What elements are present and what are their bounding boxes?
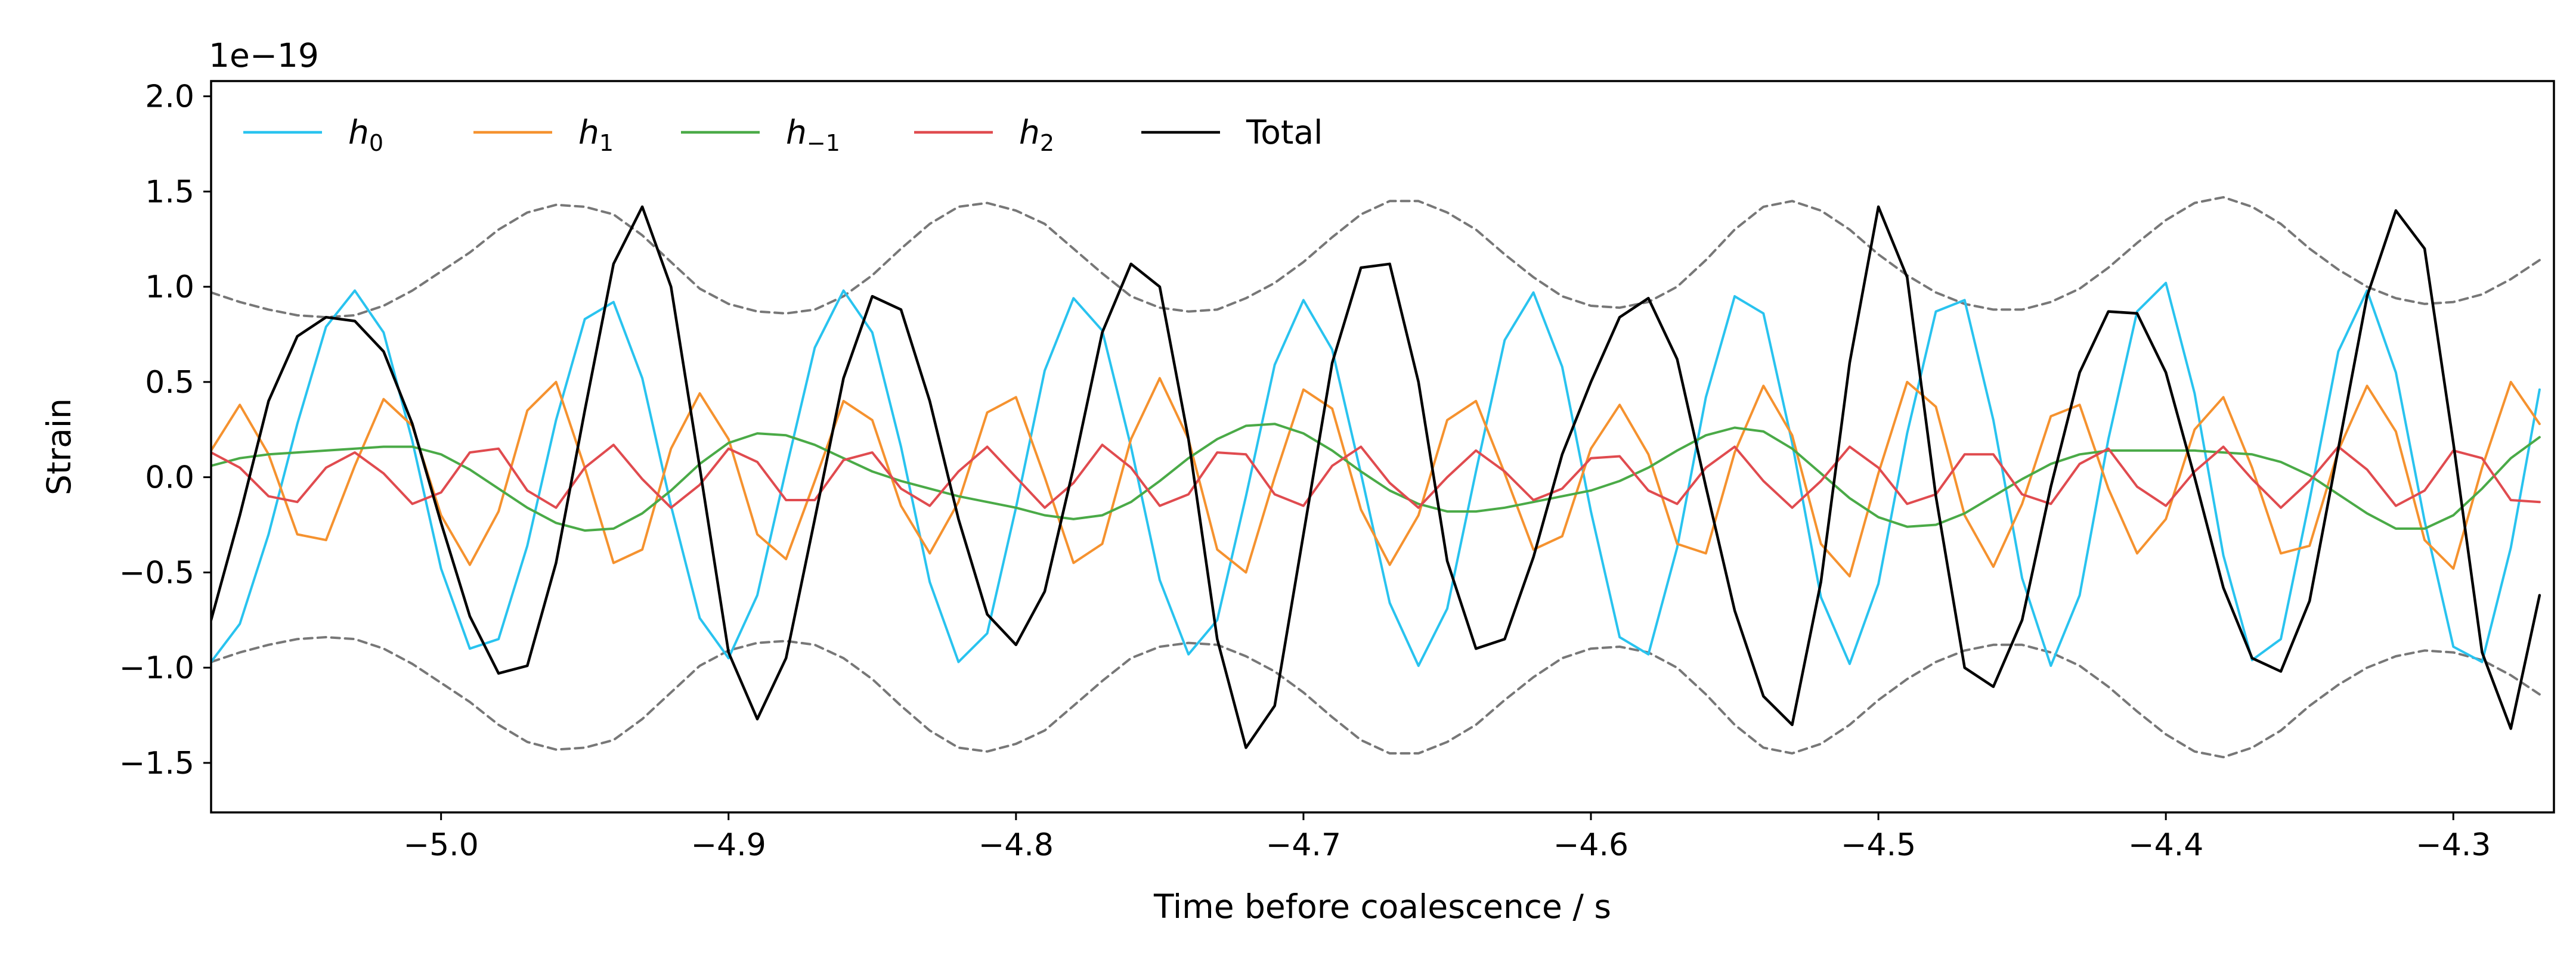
x-tick-label: −5.0 xyxy=(404,827,479,863)
y-tick-label: 0.5 xyxy=(145,365,194,401)
series-line-lower-envelope xyxy=(211,636,2541,759)
series-line-h-1 xyxy=(211,423,2541,532)
x-tick-label: −4.6 xyxy=(1553,827,1628,863)
x-tick-label: −4.3 xyxy=(2416,827,2491,863)
legend-label-h2: h2 xyxy=(1019,113,1054,156)
series-line-upper-envelope xyxy=(211,196,2541,319)
y-tick-label: 0.0 xyxy=(145,460,194,496)
x-tick-label: −4.9 xyxy=(691,827,766,863)
plot-frame xyxy=(210,80,2555,814)
series-line-h1 xyxy=(211,377,2541,578)
x-axis-label: Time before coalescence / s xyxy=(1153,888,1611,926)
y-axis-label: Strain xyxy=(40,398,78,495)
y-tick-label: 2.0 xyxy=(145,79,194,115)
legend-label-h0: h0 xyxy=(348,113,383,156)
x-tick-label: −4.5 xyxy=(1841,827,1916,863)
legend-label-h1: h1 xyxy=(578,113,614,156)
x-tick-label: −4.8 xyxy=(979,827,1054,863)
series-line-total xyxy=(211,205,2541,749)
legend-label-total: Total xyxy=(1246,113,1323,151)
x-tick-label: −4.4 xyxy=(2128,827,2203,863)
y-axis: −1.5 −1.0 −0.5 0.0 0.5 1.0 1.5 2.0 xyxy=(119,79,211,781)
x-axis: −5.0 −4.9 −4.8 −4.7 −4.6 −4.5 −4.4 −4.3 xyxy=(404,812,2491,863)
series-line-h2 xyxy=(211,443,2541,509)
legend: h0 h1 h−1 h2 Total xyxy=(243,113,1323,156)
y-tick-label: −1.0 xyxy=(119,650,194,686)
legend-label-h-1: h−1 xyxy=(786,113,840,156)
y-tick-label: −1.5 xyxy=(119,746,194,781)
y-offset-label: 1e−19 xyxy=(209,36,319,75)
y-tick-label: −0.5 xyxy=(119,555,194,591)
series-layer xyxy=(211,196,2541,759)
y-tick-label: 1.5 xyxy=(145,174,194,210)
y-tick-label: 1.0 xyxy=(145,269,194,305)
x-tick-label: −4.7 xyxy=(1266,827,1341,863)
